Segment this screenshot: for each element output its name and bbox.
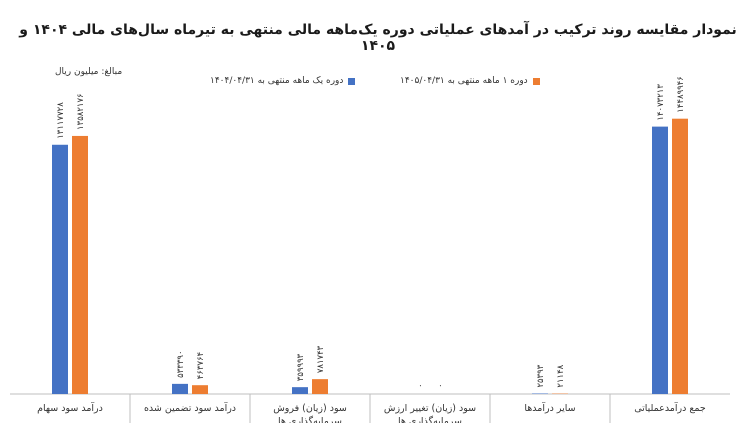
data-label-1405-1: ۴۶۳۷۶۴ (196, 352, 206, 379)
bar-1405-0 (72, 135, 88, 394)
category-label-2: سود (زیان) فروش (273, 403, 347, 414)
legend-label-1404: دوره یک ماهه منتهی به ۱۴۰۴/۰۴/۳۱ (210, 76, 344, 86)
data-label-1404-1: ۵۳۳۳۹۰ (176, 350, 186, 377)
bar-1404-5 (652, 126, 668, 395)
category-label-4: سایر درآمدها (524, 401, 575, 414)
legend-swatch-1404 (348, 77, 356, 85)
data-label-1405-3: ۰ (436, 383, 446, 388)
category-label-3: سود (زیان) تغییر ارزش (384, 403, 476, 414)
legend-label-1405: دوره ۱ ماهه منتهی به ۱۴۰۵/۰۴/۳۱ (400, 76, 528, 86)
data-label-1404-4: ۲۵۳۹۳ (536, 364, 546, 387)
category-label-0: درآمد سود سهام (37, 401, 103, 414)
data-label-1405-4: ۲۱۱۴۸ (556, 364, 566, 387)
bar-1405-5 (672, 118, 688, 394)
bar-1404-2 (292, 387, 308, 394)
category-label-2: سرمایه‌گذاری ها (278, 415, 342, 423)
data-label-1405-0: ۱۳۵۸۲۱۷۶ (76, 93, 86, 130)
data-label-1404-3: ۰ (416, 383, 426, 388)
bar-1405-1 (192, 385, 208, 394)
legend-item-1404: دوره یک ماهه منتهی به ۱۴۰۴/۰۴/۳۱ (210, 76, 356, 86)
bar-1405-2 (312, 379, 328, 394)
data-label-1404-2: ۳۵۹۹۹۳ (296, 353, 306, 381)
category-label-5: جمع درآمدعملیاتی (634, 401, 706, 414)
data-label-1404-0: ۱۳۱۱۷۷۲۸ (56, 102, 66, 139)
legend-item-1405: دوره ۱ ماهه منتهی به ۱۴۰۵/۰۴/۳۱ (400, 76, 540, 86)
legend: دوره یک ماهه منتهی به ۱۴۰۴/۰۴/۳۱ دوره ۱ … (200, 76, 570, 92)
category-label-3: سرمایه‌گذاری ها (398, 415, 462, 423)
data-label-1405-5: ۱۴۴۸۹۹۴۶ (676, 76, 686, 113)
legend-swatch-1405 (532, 77, 540, 85)
chart-title: نمودار مقایسه روند ترکیب در آمدهای عملیا… (19, 22, 737, 54)
data-label-1405-2: ۷۸۱۷۴۳ (316, 345, 326, 373)
category-label-1: درآمد سود تضمین شده (144, 401, 236, 414)
data-label-1404-5: ۱۴۰۷۳۲۱۳ (656, 84, 666, 121)
bar-1404-0 (52, 144, 68, 394)
unit-label: مبالغ: میلیون ریال (55, 67, 123, 77)
bar-1404-1 (172, 383, 188, 394)
